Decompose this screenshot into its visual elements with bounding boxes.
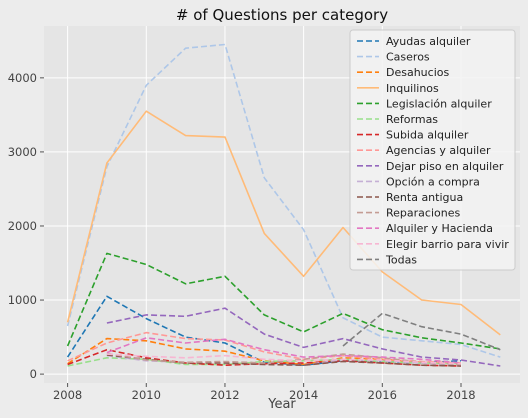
x-tick-label: 2016 — [368, 388, 397, 402]
x-axis-ticks: 2008 2010 2012 2014 2016 2018 — [53, 383, 476, 402]
y-axis-ticks: 0 1000 2000 3000 4000 — [8, 71, 44, 381]
legend-entry-label: Opción a compra — [386, 175, 480, 188]
x-axis-label: Year — [267, 397, 296, 412]
legend-entry-label: Reparaciones — [386, 207, 460, 220]
series-line-caseros — [66, 43, 501, 358]
series-line-reparaciones — [106, 352, 462, 366]
legend-entry-label: Alquiler y Hacienda — [386, 222, 493, 235]
legend-entry-label: Renta antigua — [386, 191, 463, 204]
legend-entry-label: Reformas — [386, 113, 438, 126]
series-line-alquiler-y-hacienda — [106, 337, 462, 364]
y-tick-label: 1000 — [8, 293, 37, 307]
series-line-legislación-alquiler — [66, 252, 501, 350]
legend-entry-label: Ayudas alquiler — [386, 35, 471, 48]
x-tick-label: 2014 — [289, 388, 318, 402]
legend-entry-label: Caseros — [386, 51, 430, 64]
legend: Ayudas alquiler Caseros Desahucios Inquilin… — [349, 29, 516, 271]
legend-box — [349, 29, 516, 271]
legend-entry-label: Legislación alquiler — [386, 97, 492, 110]
series-line-todas — [342, 312, 501, 351]
x-tick-label: 2018 — [446, 388, 475, 402]
legend-entry-label: Elegir barrio para vivir — [386, 238, 509, 251]
x-tick-label: 2010 — [132, 388, 161, 402]
y-tick-label: 0 — [30, 367, 37, 381]
legend-entry-label: Subida alquiler — [386, 129, 469, 142]
y-tick-label: 4000 — [8, 71, 37, 85]
legend-entry-label: Inquilinos — [386, 82, 439, 95]
legend-entry-label: Desahucios — [386, 66, 449, 79]
y-tick-label: 3000 — [8, 145, 37, 159]
series-lines — [66, 43, 501, 367]
chart-title: # of Questions per category — [176, 6, 388, 24]
y-tick-label: 2000 — [8, 219, 37, 233]
series-line-elegir-barrio-para-vivir — [106, 353, 462, 365]
x-tick-label: 2012 — [210, 388, 239, 402]
series-line-inquilinos — [66, 110, 501, 336]
legend-entry-label: Todas — [385, 253, 417, 266]
series-line-dejar-piso-en-alquiler — [106, 307, 501, 367]
x-tick-label: 2008 — [53, 388, 82, 402]
legend-entry-label: Dejar piso en alquiler — [386, 160, 504, 173]
legend-entry-label: Agencias y alquiler — [386, 144, 491, 157]
